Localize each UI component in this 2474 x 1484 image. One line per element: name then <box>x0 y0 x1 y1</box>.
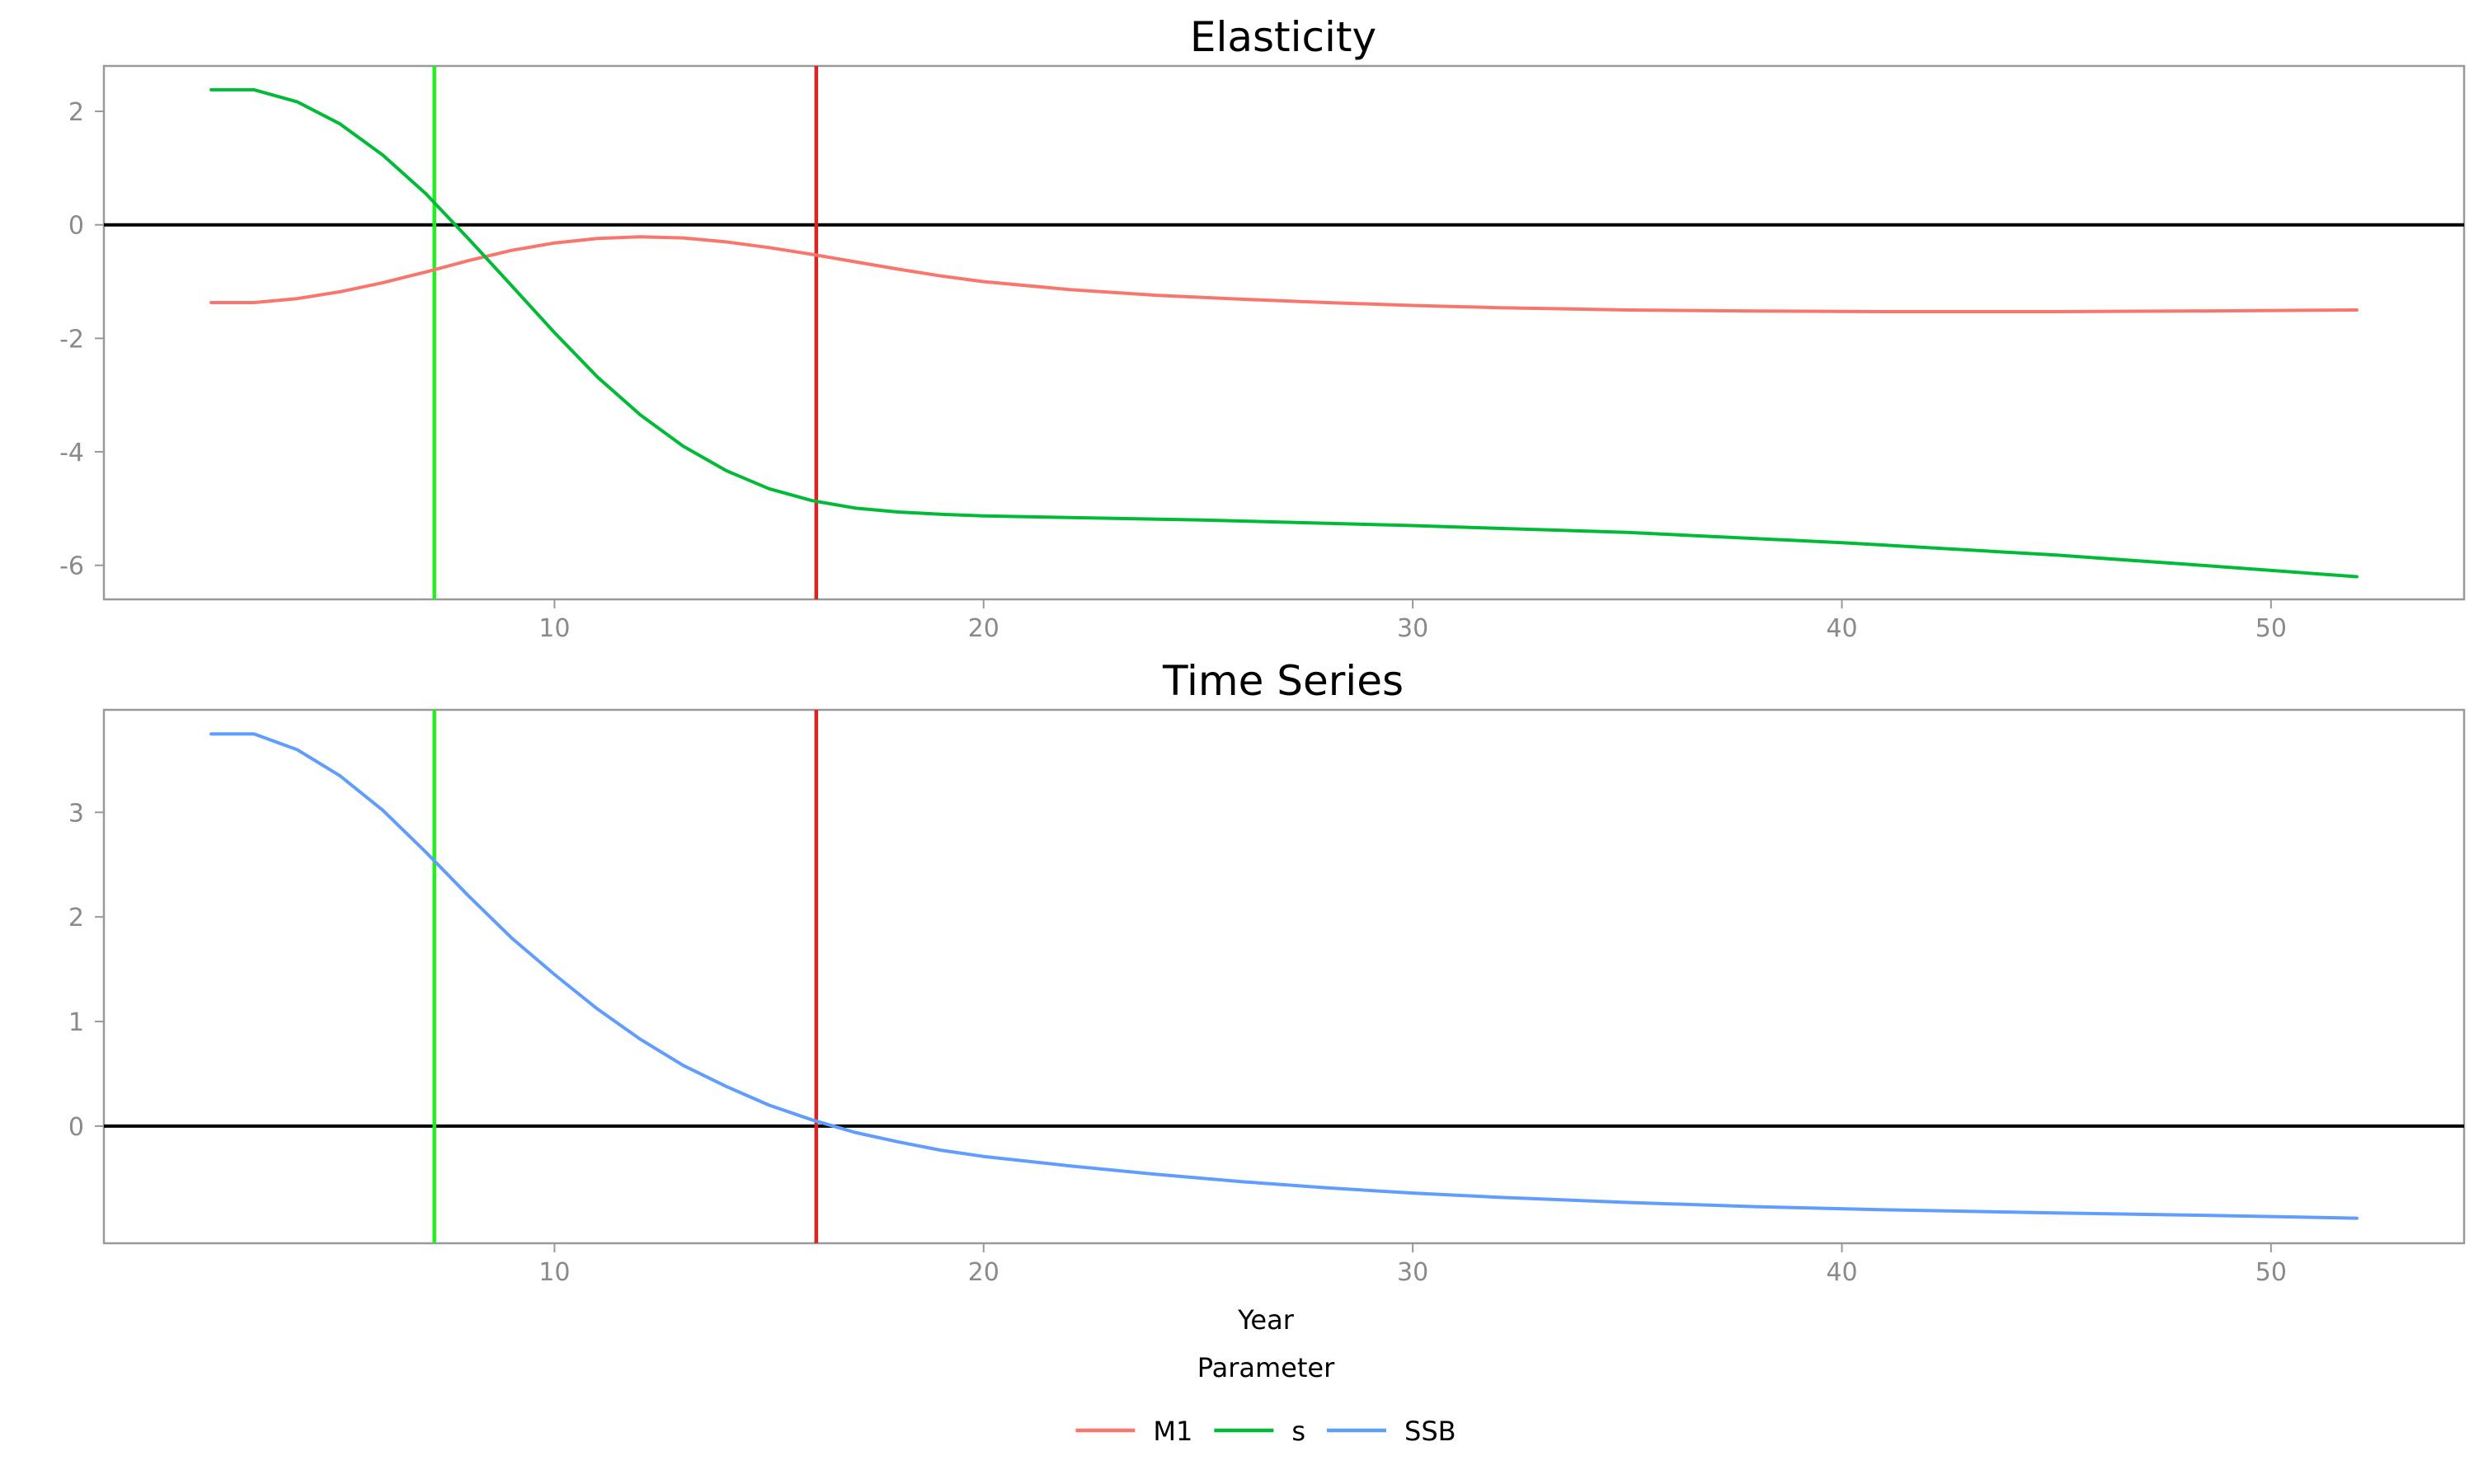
y-tick-label: 0 <box>68 212 84 241</box>
legend-label-m1: M1 <box>1153 1416 1192 1447</box>
time-series-panel-title: Time Series <box>1162 657 1404 705</box>
y-tick-label: -2 <box>59 325 84 354</box>
y-tick-label: 3 <box>68 799 84 828</box>
legend-label-ssb: SSB <box>1404 1416 1456 1447</box>
legend-title: Parameter <box>1197 1352 1335 1383</box>
plot-frame <box>102 64 2466 601</box>
elasticity-panel: Elasticity 20-2-4-610 20 30 40 50 <box>59 13 2466 643</box>
x-tick-label: 30 <box>1397 614 1428 643</box>
series-line-ssb <box>209 732 2359 1220</box>
y-tick-label: 2 <box>68 904 84 932</box>
x-tick-label: 20 <box>968 614 999 643</box>
elasticity-panel-title: Elasticity <box>1190 13 1376 61</box>
series-line-m1 <box>209 235 2359 313</box>
x-tick-label: 10 <box>539 1258 570 1287</box>
x-tick-label: 50 <box>2255 614 2287 643</box>
legend: M1 s SSB <box>1075 1416 1456 1447</box>
x-tick-label: 30 <box>1397 1258 1428 1287</box>
y-tick-label: 2 <box>68 98 84 127</box>
y-tick-label: 1 <box>68 1008 84 1037</box>
x-tick-label: 50 <box>2255 1258 2287 1287</box>
x-tick-label: 10 <box>539 614 570 643</box>
y-tick-label: -6 <box>59 552 84 581</box>
plot-frame <box>102 708 2466 1245</box>
series-line-s <box>209 87 2359 579</box>
x-tick-label: 20 <box>968 1258 999 1287</box>
x-axis-label: Year <box>1237 1304 1295 1336</box>
y-tick-label: 0 <box>68 1113 84 1142</box>
x-tick-label: 40 <box>1826 1258 1857 1287</box>
y-tick-label: -4 <box>59 439 84 467</box>
legend-label-s: s <box>1291 1416 1305 1447</box>
x-tick-label: 40 <box>1826 614 1857 643</box>
